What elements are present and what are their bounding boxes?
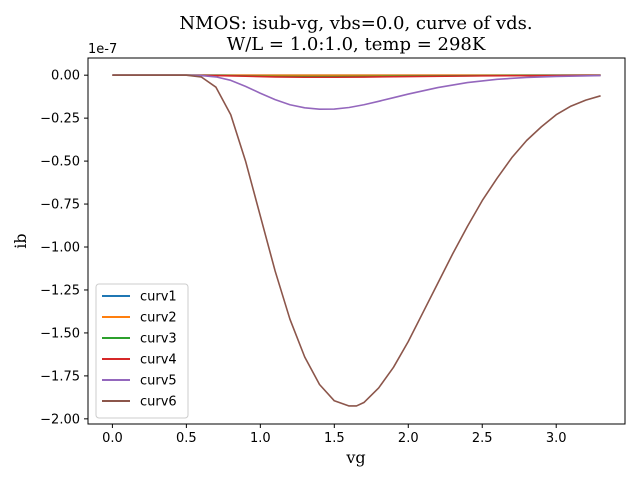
legend-label-curv2: curv2	[140, 311, 177, 326]
y-tick-label: −0.50	[40, 155, 80, 170]
y-tick-label: −1.00	[40, 241, 80, 256]
series-line-curv4	[112, 74, 601, 79]
x-axis-label: vg	[345, 448, 365, 467]
x-tick-label: 3.0	[546, 431, 567, 446]
y-tick-label: −1.25	[40, 283, 80, 298]
series-line-curv5	[112, 74, 601, 111]
legend-label-curv4: curv4	[140, 353, 177, 368]
y-tick-label: −2.00	[40, 412, 80, 427]
legend: curv1 curv2 curv3 curv4 curv5 curv6	[95, 283, 189, 419]
y-tick-label: 0.00	[51, 69, 80, 84]
axes-ticks: 0.0 0.5 1.0 1.5 2.0 2.5 3.0 0.00 −0.25 −0.50 −0.75…	[40, 69, 566, 446]
chart-title-line1: NMOS: isub-vg, vbs=0.0, curve of vds.	[179, 13, 532, 34]
y-tick-label: −0.25	[40, 112, 80, 127]
y-offset-label: 1e-7	[88, 42, 117, 57]
series-layer	[112, 74, 601, 407]
x-tick-label: 2.5	[472, 431, 493, 446]
x-tick-label: 1.0	[250, 431, 271, 446]
x-tick-label: 2.0	[398, 431, 419, 446]
y-tick-label: −0.75	[40, 198, 80, 213]
x-tick-label: 0.0	[102, 431, 123, 446]
y-axis-label: ib	[11, 233, 30, 248]
chart-title-line2: W/L = 1.0:1.0, temp = 298K	[227, 34, 486, 55]
y-tick-label: −1.75	[40, 369, 80, 384]
plot-frame	[87, 57, 626, 425]
y-tick-label: −1.50	[40, 326, 80, 341]
legend-label-curv5: curv5	[140, 374, 177, 389]
legend-label-curv3: curv3	[140, 332, 177, 347]
x-tick-label: 0.5	[176, 431, 197, 446]
legend-label-curv6: curv6	[140, 395, 177, 410]
series-line-curv6	[112, 74, 601, 407]
legend-label-curv1: curv1	[140, 290, 177, 305]
x-tick-label: 1.5	[324, 431, 345, 446]
